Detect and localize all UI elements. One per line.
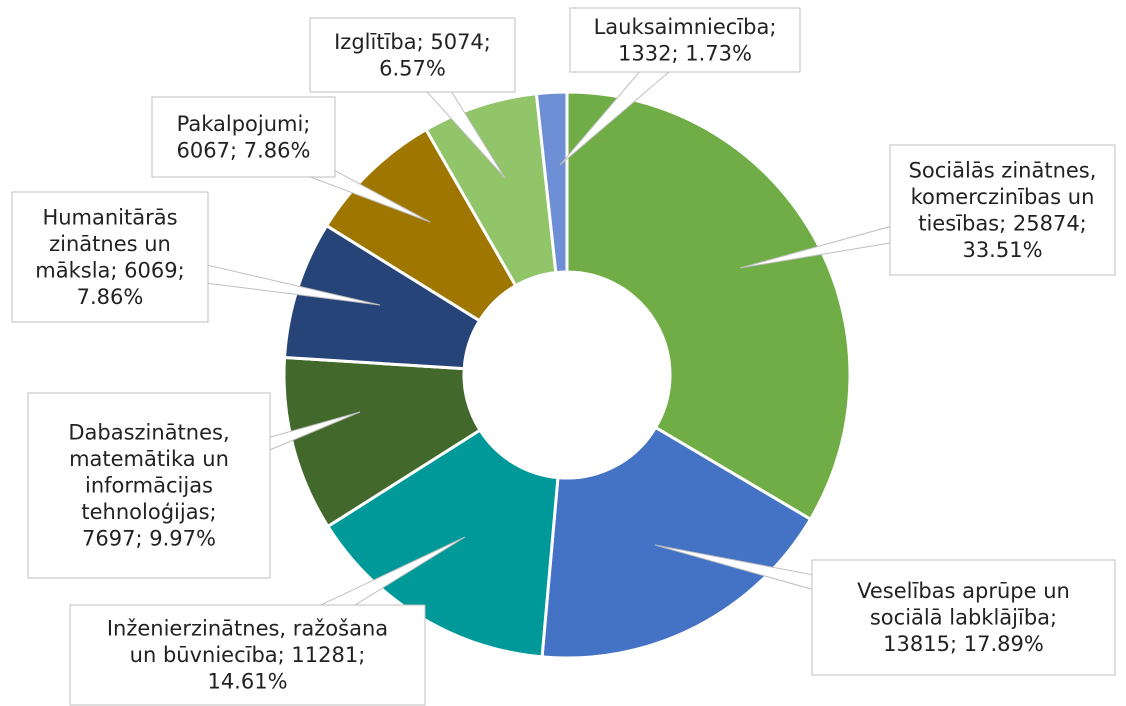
data-label-line: matemātika un [69,447,229,471]
data-label-line: 6067; 7.86% [177,138,311,162]
data-label: Pakalpojumi; 6067; 7.86% [177,112,311,163]
data-label-line: Sociālās zinātnes, [909,158,1097,182]
data-label: Sociālās zinātnes, komerczinības un tiesīb… [909,158,1097,262]
data-label-line: 14.61% [207,670,287,694]
data-label: Veselības aprūpe un sociālā labklājība; 13… [857,579,1070,656]
data-label-line: Humanitārās [42,205,177,229]
callout-box [811,559,1116,676]
data-label-line: 7.86% [77,285,144,309]
data-label-line: Izglītība; 5074; [334,30,491,54]
data-label: Humanitārās zinātnes un māksla; 6069; 7.86% [35,205,184,309]
data-label-line: komerczinības un [911,185,1095,209]
callout-box [27,392,271,579]
callout-box [889,144,1116,276]
slice [540,425,813,660]
data-label: Lauksaimniecība; 1332; 1.73% [594,15,777,66]
data-label-line: māksla; 6069; [35,258,184,282]
data-label-line: Veselības aprūpe un [857,579,1070,603]
slice [325,428,560,659]
data-label-line: 6.57% [379,56,446,80]
data-label-line: tiesības; 25874; [918,211,1087,235]
data-label-line: Dabaszinātnes, [68,421,229,445]
data-label: Izglītība; 5074; 6.57% [334,30,491,81]
data-label-line: Lauksaimniecība; [594,15,777,39]
callout-box [569,7,801,73]
callout-box [69,604,426,706]
slice [534,90,569,275]
data-label-line: informācijas [85,474,213,498]
slice [282,355,483,529]
data-label-line: sociālā labklājība; [870,606,1057,630]
data-label-line: 33.51% [962,238,1042,262]
data-label-line: 13815; 17.89% [883,632,1044,656]
callout-box [151,96,336,178]
data-label: Inženierzinātnes, ražošana un būvniecība;… [107,617,388,694]
data-label-line: 1332; 1.73% [618,41,752,65]
data-label-line: tehnoloģijas; [81,500,216,524]
data-label: Dabaszinātnes, matemātika un informācijas t… [68,421,229,551]
data-label-line: un būvniecība; 11281; [130,643,366,667]
slice [565,90,852,522]
data-label-line: 7697; 9.97% [82,527,216,551]
data-label-line: zinātnes un [49,232,171,256]
callout-box [309,17,516,93]
data-label-line: Pakalpojumi; [177,112,311,136]
callout-box [11,191,209,323]
data-label-line: Inženierzinātnes, ražošana [107,617,388,641]
